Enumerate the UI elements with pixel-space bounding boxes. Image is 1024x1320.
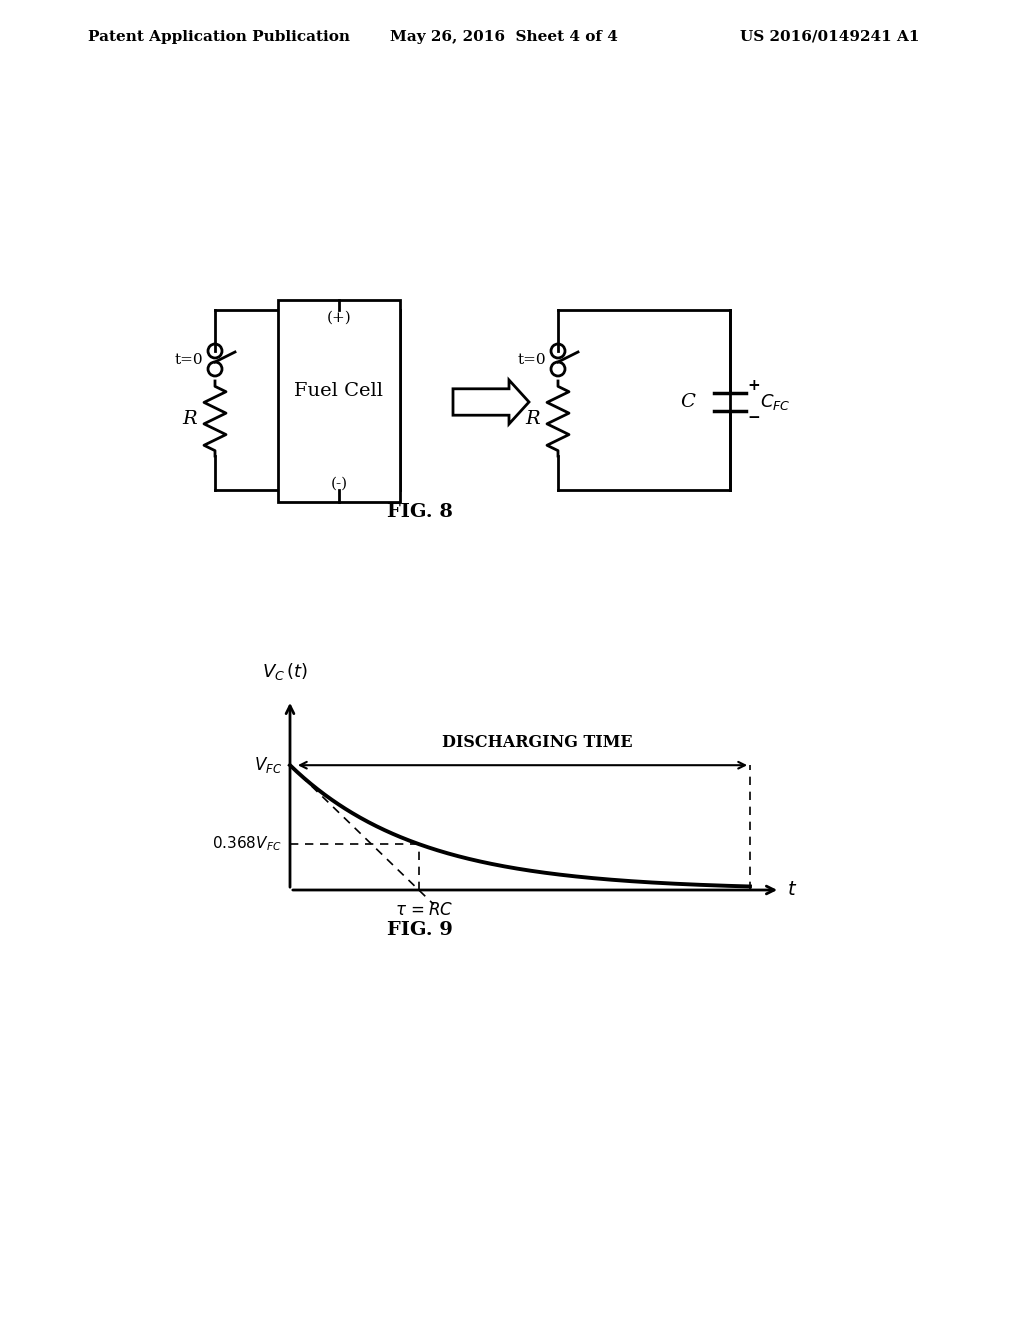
Text: t=0: t=0: [517, 352, 546, 367]
Text: C: C: [681, 393, 695, 411]
Text: R: R: [182, 409, 197, 428]
Text: $C_{FC}$: $C_{FC}$: [760, 392, 791, 412]
Polygon shape: [453, 380, 529, 424]
Text: DISCHARGING TIME: DISCHARGING TIME: [442, 734, 633, 751]
Text: +: +: [748, 378, 761, 392]
Text: $0.368V_{FC}$: $0.368V_{FC}$: [212, 834, 282, 854]
Text: −: −: [748, 409, 761, 425]
Bar: [278, 300, 400, 502]
Text: $t$: $t$: [786, 880, 797, 899]
Text: FIG. 8: FIG. 8: [387, 503, 453, 521]
Text: (-): (-): [331, 477, 347, 491]
Text: FIG. 9: FIG. 9: [387, 921, 453, 939]
Text: $\tau\,=RC$: $\tau\,=RC$: [394, 902, 453, 919]
Text: US 2016/0149241 A1: US 2016/0149241 A1: [740, 30, 920, 44]
Text: Patent Application Publication: Patent Application Publication: [88, 30, 350, 44]
Text: $V_C\,(t)$: $V_C\,(t)$: [262, 661, 308, 682]
Text: t=0: t=0: [174, 352, 203, 367]
Text: Fuel Cell: Fuel Cell: [295, 381, 384, 400]
Text: (+): (+): [327, 312, 351, 325]
Text: $V_{FC}$: $V_{FC}$: [254, 755, 282, 775]
Text: May 26, 2016  Sheet 4 of 4: May 26, 2016 Sheet 4 of 4: [390, 30, 617, 44]
Text: R: R: [525, 409, 540, 428]
